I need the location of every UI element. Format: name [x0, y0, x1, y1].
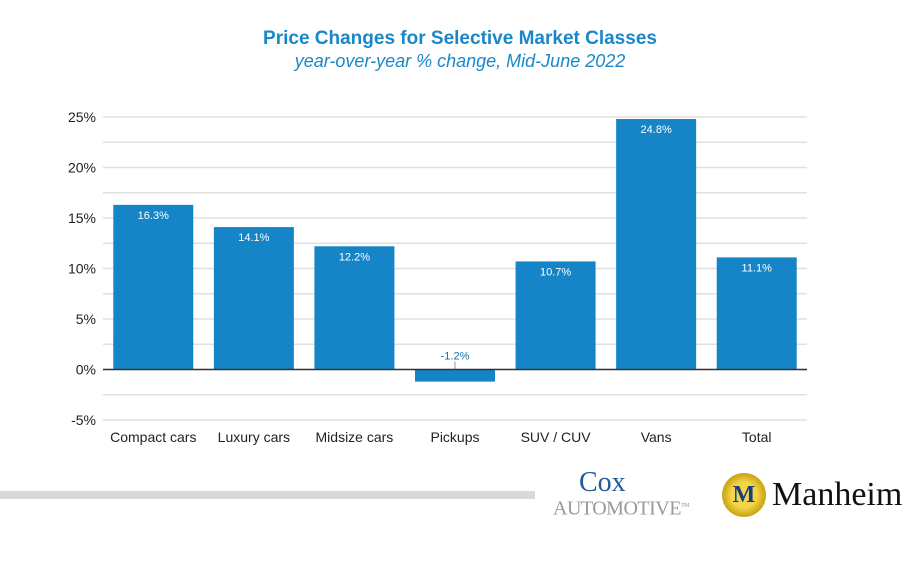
data-label: 14.1% [238, 232, 269, 244]
manheim-logo: M Manheim [722, 473, 902, 517]
bar [113, 204, 194, 370]
y-tick-label: 10% [68, 261, 96, 277]
bar [314, 246, 395, 370]
y-tick-label: -5% [71, 412, 96, 428]
x-tick-label: Compact cars [110, 429, 196, 445]
y-tick-label: 25% [68, 109, 96, 125]
y-tick-label: 15% [68, 210, 96, 226]
data-label: 16.3% [138, 210, 169, 222]
data-label: 12.2% [339, 251, 370, 263]
x-tick-label: Luxury cars [218, 429, 290, 445]
data-label: 24.8% [641, 124, 672, 136]
x-tick-label: Midsize cars [316, 429, 394, 445]
y-tick-label: 0% [76, 362, 96, 378]
bar [415, 369, 495, 382]
cox-automotive-logo: Cox AUTOMOTIVETM [553, 467, 689, 520]
bar [213, 227, 294, 370]
bar [616, 119, 697, 370]
y-tick-label: 5% [76, 311, 96, 327]
data-label: -1.2% [441, 351, 470, 363]
y-tick-label: 20% [68, 160, 96, 176]
chart-subtitle: year-over-year % change, Mid-June 2022 [294, 51, 626, 71]
data-label: 11.1% [742, 262, 773, 274]
x-tick-label: Total [742, 429, 772, 445]
x-tick-label: Pickups [430, 429, 479, 445]
bar [515, 261, 596, 370]
chart-title: Price Changes for Selective Market Class… [263, 28, 657, 49]
x-tick-label: Vans [641, 429, 672, 445]
x-tick-label: SUV / CUV [521, 429, 592, 445]
footer-divider [0, 491, 535, 499]
data-label: 10.7% [540, 266, 571, 278]
bar [716, 257, 797, 370]
